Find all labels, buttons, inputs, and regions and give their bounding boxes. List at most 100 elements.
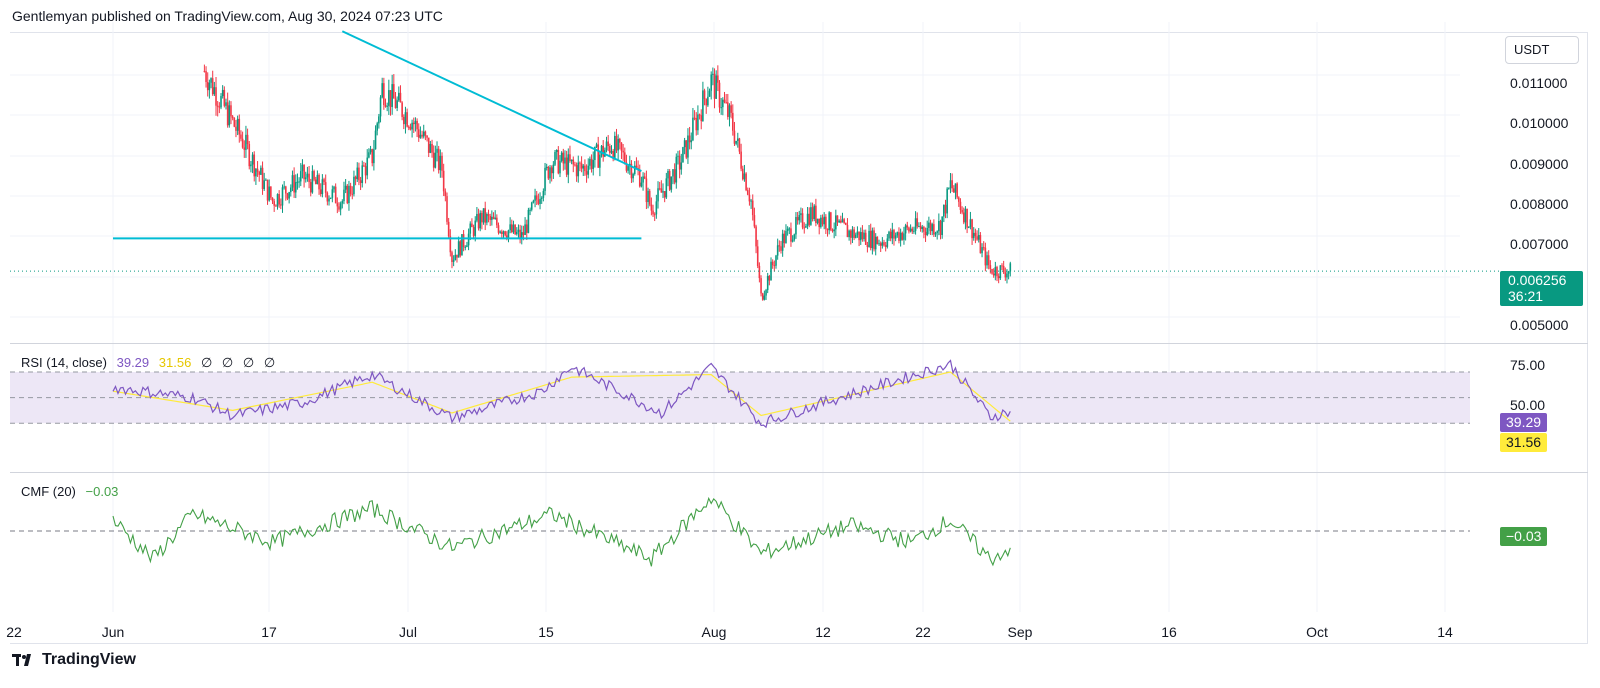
candle-body <box>497 225 500 233</box>
candle-body <box>522 232 525 236</box>
candle-body <box>763 295 766 300</box>
candle-body <box>359 180 362 184</box>
candle-body <box>638 169 641 187</box>
candle-body <box>921 226 924 230</box>
currency-selector[interactable]: USDT <box>1505 36 1579 64</box>
candle-body <box>306 173 309 178</box>
candle-body <box>549 167 551 179</box>
candle-body <box>303 164 305 180</box>
candle-body <box>996 266 998 277</box>
candle-body <box>830 212 832 230</box>
candle-body <box>959 201 962 210</box>
candle-body <box>758 265 761 279</box>
time-tick: 12 <box>815 624 831 640</box>
candle-body <box>695 118 698 131</box>
cmf-value-tag: −0.03 <box>1500 527 1548 546</box>
candle-body <box>901 232 904 240</box>
candle-body <box>389 90 392 107</box>
candle-body <box>678 155 681 170</box>
pane-divider-cmf[interactable] <box>10 472 1588 473</box>
candle-body <box>587 165 590 175</box>
chart-frame <box>10 32 1588 644</box>
cmf-title: CMF (20) <box>21 484 76 499</box>
candle-body <box>378 116 380 124</box>
candle-body <box>416 120 418 130</box>
candle-body <box>285 186 287 194</box>
candle-body <box>856 231 859 235</box>
tradingview-brand[interactable]: TradingView <box>12 651 136 669</box>
candle-body <box>431 143 433 153</box>
time-tick: Oct <box>1306 624 1328 640</box>
candle-body <box>717 75 719 83</box>
candle-body <box>859 232 862 241</box>
candle-body <box>755 226 757 247</box>
candle-body <box>896 232 899 236</box>
candle-body <box>753 215 756 227</box>
rsi-title: RSI (14, close) <box>21 355 107 370</box>
candle-body <box>203 70 206 72</box>
candle-body <box>520 232 523 240</box>
candle-body <box>778 245 781 247</box>
candle-body <box>484 208 487 223</box>
candle-body <box>246 134 249 145</box>
candle-body <box>258 171 261 175</box>
candle-body <box>273 201 275 206</box>
candle-body <box>943 204 945 217</box>
candle-body <box>406 112 408 127</box>
candle-body <box>411 122 413 130</box>
na-icon: ∅ <box>263 355 276 370</box>
candle-body <box>798 215 801 221</box>
candle-body <box>738 138 741 152</box>
candle-body <box>743 173 746 180</box>
price-tick: 0.007000 <box>1510 236 1569 252</box>
candle-body <box>555 149 558 153</box>
candle-body <box>675 156 678 183</box>
candle-body <box>723 99 726 103</box>
candle-body <box>866 244 869 248</box>
candle-body <box>341 201 344 204</box>
candle-body <box>992 273 995 276</box>
candle-body <box>238 118 241 135</box>
candle-body <box>662 191 664 193</box>
candle-body <box>748 194 751 202</box>
candle-body <box>710 74 712 91</box>
chart-plot-area[interactable] <box>10 0 1510 644</box>
candle-body <box>226 102 229 126</box>
cmf-legend[interactable]: CMF (20) −0.03 <box>21 484 124 499</box>
candle-body <box>903 233 905 240</box>
candle-body <box>386 105 388 107</box>
candle-body <box>863 232 865 240</box>
candle-body <box>575 165 578 177</box>
candle-body <box>609 146 611 153</box>
rsi-value-tag: 39.29 <box>1500 413 1548 432</box>
time-tick: 15 <box>538 624 554 640</box>
candle-body <box>971 219 973 239</box>
candle-body <box>635 165 638 168</box>
candle-body <box>368 152 370 158</box>
candle-body <box>620 142 623 151</box>
candle-body <box>783 233 786 244</box>
candle-body <box>506 235 508 238</box>
rsi-legend[interactable]: RSI (14, close) 39.29 31.56 ∅ ∅ ∅ ∅ <box>21 355 281 371</box>
candle-body <box>928 222 930 228</box>
candle-body <box>984 247 987 266</box>
candle-body <box>388 90 390 106</box>
candle-body <box>643 176 646 179</box>
candle-body <box>953 188 955 193</box>
time-tick: 22 <box>915 624 931 640</box>
candle-body <box>682 147 684 163</box>
candle-body <box>770 261 772 281</box>
candle-body <box>914 218 917 231</box>
pane-divider-rsi[interactable] <box>10 343 1588 344</box>
candle-body <box>642 176 644 183</box>
candle-body <box>276 194 279 207</box>
candle-body <box>869 230 872 249</box>
na-icon: ∅ <box>242 355 255 370</box>
candle-body <box>223 89 226 106</box>
candle-body <box>592 160 595 169</box>
candle-body <box>515 231 518 235</box>
candle-body <box>539 198 541 204</box>
candle-body <box>838 220 840 223</box>
candle-body <box>353 176 355 195</box>
candle-body <box>605 141 608 151</box>
